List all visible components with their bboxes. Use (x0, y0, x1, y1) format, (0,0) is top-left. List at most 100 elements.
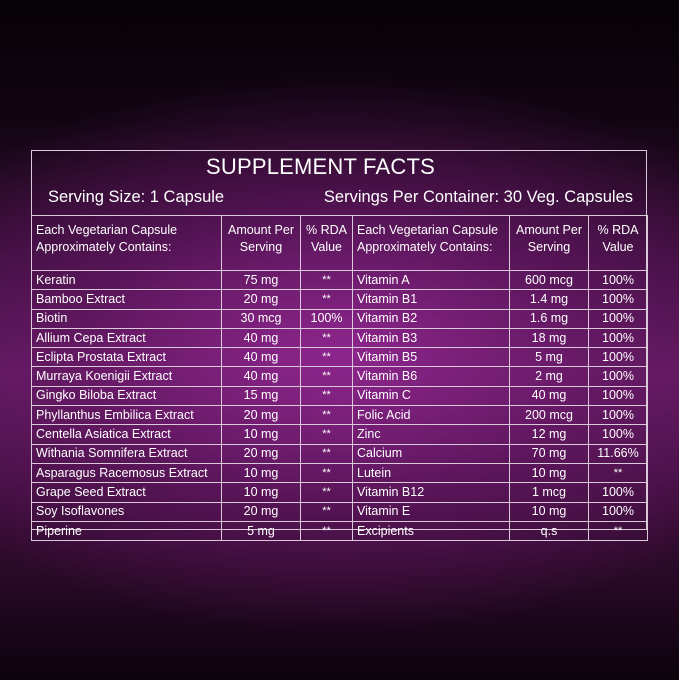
amount-value: 10 mg (221, 424, 301, 445)
amount-value: 5 mg (509, 347, 589, 368)
table-row: Phyllanthus Embilica Extract 20 mg ** Folic… (31, 405, 648, 426)
rda-value: ** (300, 405, 353, 426)
ingredient-name: Folic Acid (352, 405, 510, 426)
table-row: Piperine 5 mg ** Excipients q.s ** (31, 520, 648, 542)
rda-value: ** (300, 289, 353, 310)
supplement-facts-table: Each Vegetarian Capsule Approximately Co… (31, 215, 648, 542)
rda-value: ** (300, 501, 353, 522)
rda-value: ** (300, 462, 353, 484)
ingredient-name: Zinc (352, 424, 510, 445)
rda-value: ** (588, 520, 648, 542)
ingredient-name: Vitamin E (352, 501, 510, 522)
amount-header-line1: Amount Per (515, 223, 582, 237)
rda-value: 100% (588, 347, 648, 368)
amount-value: 10 mg (221, 462, 301, 484)
ingredient-name: Vitamin B12 (352, 482, 510, 503)
rda-value: ** (300, 366, 353, 387)
ingredient-name: Vitamin B1 (352, 289, 510, 310)
ingredient-name: Gingko Biloba Extract (31, 385, 222, 407)
rda-value: 100% (588, 385, 648, 407)
amount-value: 15 mg (221, 385, 301, 407)
ingredient-name: Calcium (352, 443, 510, 464)
ingredient-name: Phyllanthus Embilica Extract (31, 405, 222, 426)
rda-value: ** (300, 443, 353, 464)
amount-header-line2: Serving (239, 240, 283, 254)
amount-value: 30 mcg (221, 308, 301, 329)
amount-value: 75 mg (221, 269, 301, 291)
ingredient-column-header-right: Each Vegetarian Capsule Approximately Co… (352, 215, 510, 271)
ingredient-header-line1: Each Vegetarian Capsule (36, 223, 178, 237)
amount-value: 20 mg (221, 501, 301, 522)
ingredient-name: Soy Isoflavones (31, 501, 222, 522)
page-title: SUPPLEMENT FACTS (206, 154, 435, 179)
amount-value: 5 mg (221, 520, 301, 542)
rda-value: 100% (588, 366, 648, 387)
ingredient-name: Piperine (31, 520, 222, 542)
ingredient-name: Vitamin B6 (352, 366, 510, 387)
rda-value: 100% (300, 308, 353, 329)
ingredient-name: Allium Cepa Extract (31, 327, 222, 349)
table-row: Murraya Koenigii Extract 40 mg ** Vitamin B… (31, 366, 648, 387)
ingredient-name: Eclipta Prostata Extract (31, 347, 222, 368)
amount-value: 12 mg (509, 424, 589, 445)
amount-value: 40 mg (221, 366, 301, 387)
rda-value: ** (300, 327, 353, 349)
ingredient-name: Centella Asiatica Extract (31, 424, 222, 445)
amount-column-header-left: Amount Per Serving (221, 215, 301, 271)
ingredient-name: Bamboo Extract (31, 289, 222, 310)
ingredient-name: Grape Seed Extract (31, 482, 222, 503)
amount-value: q.s (509, 520, 589, 542)
table-row: Centella Asiatica Extract 10 mg ** Zinc 12 m… (31, 424, 648, 445)
ingredient-name: Vitamin B3 (352, 327, 510, 349)
servings-per-container-text: Servings Per Container: 30 Veg. Capsules (323, 188, 633, 206)
ingredient-name: Vitamin C (352, 385, 510, 407)
ingredient-name: Withania Somnifera Extract (31, 443, 222, 464)
rda-column-header-left: % RDA Value (300, 215, 353, 271)
rda-value: 100% (588, 327, 648, 349)
rda-value: ** (300, 269, 353, 291)
amount-value: 40 mg (221, 347, 301, 368)
rda-value: ** (300, 424, 353, 445)
rda-value: 100% (588, 482, 648, 503)
rda-value: 11.66% (588, 443, 648, 464)
amount-value: 10 mg (509, 462, 589, 484)
rda-value: ** (300, 520, 353, 542)
table-row: Grape Seed Extract 10 mg ** Vitamin B12 1 mc… (31, 482, 648, 503)
amount-value: 1.6 mg (509, 308, 589, 329)
amount-value: 70 mg (509, 443, 589, 464)
amount-value: 1 mcg (509, 482, 589, 503)
amount-value: 10 mg (509, 501, 589, 522)
amount-value: 10 mg (221, 482, 301, 503)
table-row: Gingko Biloba Extract 15 mg ** Vitamin C 40 … (31, 385, 648, 407)
ingredient-name: Vitamin B5 (352, 347, 510, 368)
ingredient-header-line2: Approximately Contains: (357, 240, 493, 254)
amount-value: 20 mg (221, 443, 301, 464)
table-row: Soy Isoflavones 20 mg ** Vitamin E 10 mg 100% (31, 501, 648, 522)
ingredient-name: Biotin (31, 308, 222, 329)
amount-value: 1.4 mg (509, 289, 589, 310)
table-row: Eclipta Prostata Extract 40 mg ** Vitamin B… (31, 347, 648, 368)
table-row: Withania Somnifera Extract 20 mg ** Calcium… (31, 443, 648, 464)
rda-column-header-right: % RDA Value (588, 215, 648, 271)
ingredient-name: Vitamin A (352, 269, 510, 291)
amount-value: 20 mg (221, 289, 301, 310)
rda-value: 100% (588, 501, 648, 522)
ingredient-name: Lutein (352, 462, 510, 484)
table-row: Asparagus Racemosus Extract 10 mg ** Lutein… (31, 462, 648, 484)
amount-value: 600 mcg (509, 269, 589, 291)
rda-value: 100% (588, 424, 648, 445)
amount-header-line1: Amount Per (227, 223, 294, 237)
ingredient-name: Vitamin B2 (352, 308, 510, 329)
amount-column-header-right: Amount Per Serving (509, 215, 589, 271)
rda-value: ** (300, 482, 353, 503)
amount-value: 2 mg (509, 366, 589, 387)
amount-value: 40 mg (509, 385, 589, 407)
table-row: Biotin 30 mcg 100% Vitamin B2 1.6 mg 100% (31, 308, 648, 329)
header-row: Each Vegetarian Capsule Approximately Co… (31, 215, 648, 271)
serving-size-text: Serving Size: 1 Capsule (48, 188, 225, 206)
rda-value: 100% (588, 308, 648, 329)
amount-value: 20 mg (221, 405, 301, 426)
ingredient-name: Asparagus Racemosus Extract (31, 462, 222, 484)
amount-header-line2: Serving (527, 240, 571, 254)
amount-value: 40 mg (221, 327, 301, 349)
